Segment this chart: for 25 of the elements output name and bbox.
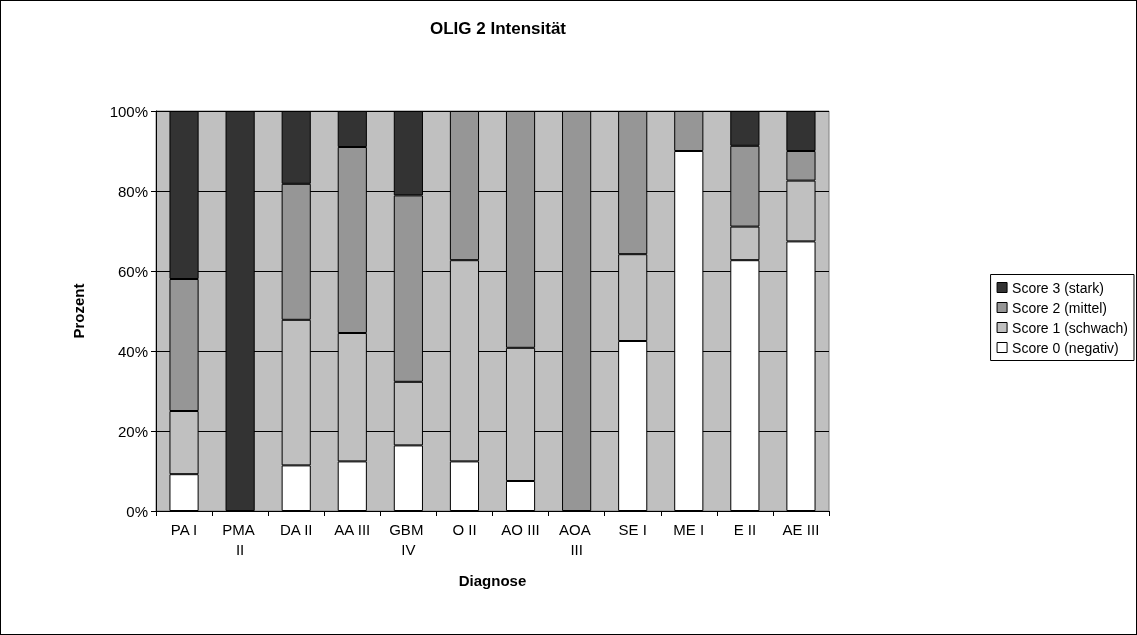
x-tick-label: PA I	[170, 520, 198, 538]
y-tick-label: 60%	[117, 262, 148, 280]
x-tick-label: AE III	[782, 520, 820, 538]
y-tick-label: 0%	[126, 502, 148, 520]
legend-label: Score 2 (mittel)	[1012, 299, 1107, 316]
y-tick-label: 40%	[117, 342, 148, 360]
legend-label: Score 0 (negativ)	[1012, 339, 1119, 356]
x-tick-label: AO III	[501, 520, 540, 538]
x-tick-label: E II	[733, 520, 757, 538]
y-axis-title: Prozent	[70, 283, 87, 339]
x-tick-label: AA III	[334, 520, 371, 538]
y-tick-label: 20%	[117, 422, 148, 440]
x-axis-title: Diagnose	[458, 572, 527, 589]
x-tick-label: AOA III	[559, 520, 595, 558]
x-tick-label: PMA II	[222, 520, 259, 558]
x-tick-label: GBM IV	[389, 520, 428, 558]
x-tick-label: ME I	[673, 520, 705, 538]
legend-label: Score 1 (schwach)	[1012, 319, 1129, 336]
chart-title: OLIG 2 Intensität	[429, 19, 567, 38]
x-tick-label: DA II	[279, 520, 313, 538]
x-tick-label: O II	[452, 520, 477, 538]
x-tick-label: SE I	[618, 520, 647, 538]
y-tick-label: 100%	[109, 102, 148, 120]
legend-label: Score 3 (stark)	[1012, 279, 1104, 296]
y-tick-label: 80%	[117, 182, 148, 200]
